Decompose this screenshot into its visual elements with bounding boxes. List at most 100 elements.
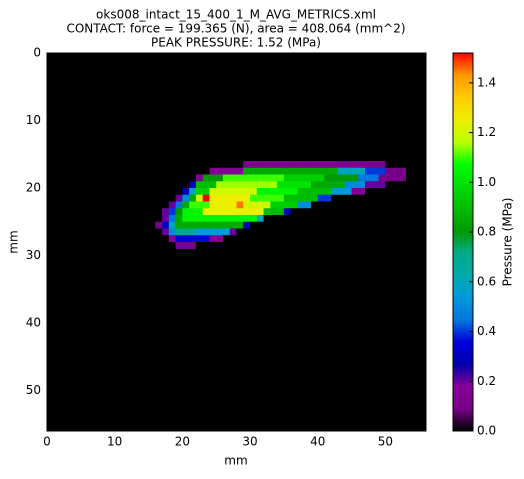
heatmap-cell	[317, 215, 325, 223]
heatmap-cell	[290, 181, 298, 189]
heatmap-cell	[371, 167, 379, 175]
heatmap-cell	[216, 201, 224, 209]
y-tick-label: 0	[33, 46, 41, 60]
heatmap-cell	[222, 174, 231, 182]
heatmap-cell	[290, 161, 298, 169]
heatmap-cell	[222, 242, 231, 250]
heatmap-cell	[209, 242, 217, 250]
heatmap-cell	[283, 201, 291, 209]
heatmap-cell	[398, 181, 406, 189]
plot-frame	[46, 52, 427, 432]
x-tick-label: 40	[310, 435, 325, 449]
heatmap-cell	[297, 194, 305, 202]
heatmap-cell	[229, 174, 237, 182]
heatmap-cell	[324, 194, 332, 202]
heatmap-cell	[398, 228, 406, 236]
heatmap-cell	[229, 194, 237, 202]
heatmap-cell	[162, 228, 170, 236]
x-axis-label: mm	[224, 454, 247, 468]
heatmap-cell	[189, 194, 197, 202]
heatmap-cell	[236, 174, 244, 182]
heatmap-cell	[385, 188, 393, 196]
heatmap-cell	[175, 181, 183, 189]
heatmap-cell	[385, 215, 393, 223]
heatmap-cell	[162, 221, 170, 229]
heatmap-cell	[398, 174, 406, 182]
heatmap-cell	[250, 194, 258, 202]
heatmap-cell	[358, 201, 366, 209]
heatmap-cell	[263, 167, 271, 175]
heatmap-cell	[277, 242, 285, 250]
heatmap-cell	[365, 167, 373, 175]
heatmap-cell	[168, 167, 176, 175]
heatmap-cell	[283, 161, 291, 169]
heatmap-cell	[250, 228, 258, 236]
heatmap-cell	[371, 174, 379, 182]
heatmap-cell	[290, 221, 298, 229]
y-tick-label: 50	[26, 383, 41, 397]
heatmap-cell	[324, 201, 332, 209]
heatmap-cell	[209, 188, 217, 196]
heatmap-cell	[270, 201, 278, 209]
heatmap-cell	[351, 235, 359, 243]
heatmap-cell	[243, 167, 251, 175]
heatmap-cell	[378, 242, 386, 250]
heatmap-cell	[304, 167, 312, 175]
heatmap-cell	[270, 215, 278, 223]
heatmap-cell	[256, 188, 264, 196]
heatmap-cell	[310, 167, 319, 175]
heatmap-cell	[358, 228, 366, 236]
heatmap-cell	[270, 174, 278, 182]
heatmap-cell	[202, 194, 210, 202]
x-tick-label: 20	[175, 435, 190, 449]
heatmap-cell	[317, 228, 325, 236]
heatmap-cell	[344, 188, 352, 196]
heatmap-cell	[175, 188, 183, 196]
heatmap-cell	[365, 215, 373, 223]
heatmap-cell	[189, 174, 197, 182]
x-tick-label: 30	[242, 435, 257, 449]
heatmap-cell	[297, 221, 305, 229]
heatmap-cell	[263, 221, 271, 229]
heatmap-cell	[392, 161, 400, 169]
heatmap-cell	[222, 228, 231, 236]
heatmap-cell	[378, 167, 386, 175]
heatmap-cell	[195, 167, 203, 175]
heatmap-cell	[324, 228, 332, 236]
heatmap-cell	[182, 208, 190, 216]
heatmap-cell	[392, 167, 400, 175]
heatmap-cell	[277, 181, 285, 189]
x-tick-label: 0	[43, 435, 51, 449]
heatmap-cell	[344, 194, 352, 202]
heatmap-cell	[344, 167, 352, 175]
heatmap-cell	[338, 242, 346, 250]
heatmap-cell	[236, 208, 244, 216]
heatmap-cell	[358, 242, 366, 250]
heatmap-cell	[324, 242, 332, 250]
heatmap-cell	[331, 188, 339, 196]
heatmap-cell	[189, 167, 197, 175]
heatmap-cell	[344, 235, 352, 243]
heatmap-cell	[378, 208, 386, 216]
heatmap-cell	[297, 228, 305, 236]
heatmap-cell	[351, 215, 359, 223]
heatmap-cell	[378, 215, 386, 223]
colorbar-tick-label: 0.6	[477, 274, 496, 288]
heatmap-cell	[250, 174, 258, 182]
heatmap-cell	[222, 208, 231, 216]
heatmap-cell	[358, 188, 366, 196]
heatmap-cell	[310, 221, 319, 229]
heatmap-cell	[256, 167, 264, 175]
heatmap-cell	[229, 208, 237, 216]
heatmap-cell	[331, 174, 339, 182]
heatmap-cell	[243, 188, 251, 196]
heatmap-cell	[331, 194, 339, 202]
heatmap-cell	[195, 215, 203, 223]
heatmap-cell	[175, 221, 183, 229]
heatmap-cell	[250, 215, 258, 223]
heatmap-cell	[216, 235, 224, 243]
heatmap-cell	[155, 242, 163, 250]
heatmap-cell	[263, 235, 271, 243]
heatmap-cell	[250, 208, 258, 216]
heatmap-cell	[202, 221, 210, 229]
